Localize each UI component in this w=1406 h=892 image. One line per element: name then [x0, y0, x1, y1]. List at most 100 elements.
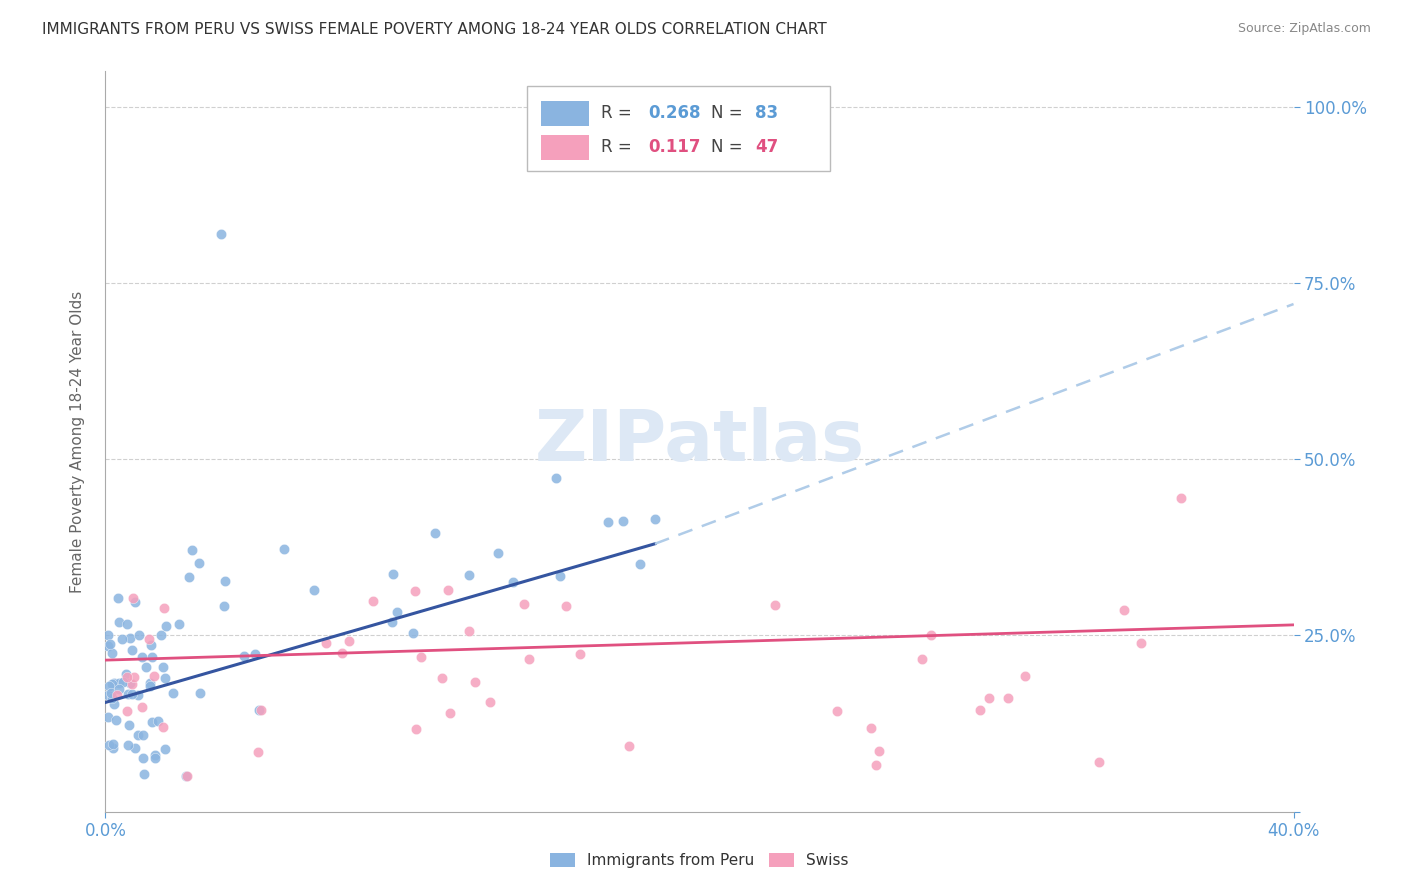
Point [439, 706, 461, 720]
Point [131, 699, 153, 714]
Point [387, 605, 409, 619]
Point [188, 556, 211, 570]
Point [153, 742, 176, 756]
Point [859, 722, 882, 736]
Point [177, 570, 200, 584]
Point [108, 675, 131, 690]
Point [617, 739, 640, 753]
Point [188, 686, 211, 700]
Point [121, 643, 143, 657]
Point [115, 670, 138, 684]
Point [118, 676, 141, 690]
Point [98, 637, 121, 651]
Point [117, 616, 139, 631]
Point [405, 723, 427, 737]
Point [969, 703, 991, 717]
Point [107, 591, 129, 606]
Text: ZIPatlas: ZIPatlas [534, 407, 865, 476]
Point [457, 624, 479, 638]
Point [868, 744, 890, 758]
Point [97, 710, 120, 724]
Point [457, 567, 479, 582]
Point [544, 471, 567, 485]
Point [425, 526, 447, 541]
Point [132, 728, 155, 742]
Point [150, 628, 173, 642]
Point [146, 714, 169, 729]
Point [155, 619, 177, 633]
Point [1088, 755, 1111, 769]
Point [153, 600, 176, 615]
Point [141, 638, 163, 652]
Point [105, 688, 128, 702]
Point [124, 741, 146, 756]
Point [1112, 603, 1135, 617]
Point [246, 745, 269, 759]
Point [132, 767, 155, 781]
Point [128, 628, 150, 642]
Point [363, 593, 385, 607]
Point [548, 569, 571, 583]
Point [644, 512, 666, 526]
Point [111, 632, 134, 647]
Point [132, 751, 155, 765]
Point [517, 651, 540, 665]
Point [138, 679, 160, 693]
Text: N =: N = [711, 138, 748, 156]
Point [131, 649, 153, 664]
Point [117, 687, 139, 701]
Point [997, 691, 1019, 706]
Point [437, 582, 460, 597]
Point [101, 738, 124, 752]
Y-axis label: Female Poverty Among 18-24 Year Olds: Female Poverty Among 18-24 Year Olds [70, 291, 84, 592]
Point [143, 748, 166, 763]
Point [479, 694, 502, 708]
Point [430, 672, 453, 686]
Point [555, 599, 578, 614]
Text: R =: R = [600, 104, 637, 122]
Point [174, 769, 197, 783]
Point [142, 669, 165, 683]
Point [315, 636, 337, 650]
FancyBboxPatch shape [541, 101, 589, 126]
Point [209, 227, 232, 241]
Point [247, 703, 270, 717]
Point [330, 646, 353, 660]
Point [214, 599, 236, 613]
Point [233, 649, 256, 664]
Point [214, 574, 236, 588]
Point [105, 713, 128, 727]
Point [411, 650, 433, 665]
Point [103, 697, 125, 711]
Point [381, 566, 404, 581]
Point [502, 575, 524, 590]
Point [273, 542, 295, 557]
Point [118, 717, 141, 731]
Point [117, 739, 139, 753]
Point [101, 690, 124, 705]
Point [122, 670, 145, 684]
Point [598, 516, 620, 530]
Point [127, 728, 149, 742]
Point [115, 704, 138, 718]
Point [120, 632, 142, 646]
Point [139, 676, 162, 690]
Point [98, 738, 121, 752]
Point [141, 714, 163, 729]
Text: Source: ZipAtlas.com: Source: ZipAtlas.com [1237, 22, 1371, 36]
Point [108, 682, 131, 697]
Point [115, 667, 138, 681]
Point [152, 660, 174, 674]
Point [97, 688, 120, 702]
Point [162, 686, 184, 700]
Point [612, 514, 634, 528]
Point [121, 687, 143, 701]
FancyBboxPatch shape [541, 135, 589, 161]
Point [167, 617, 190, 632]
Point [127, 688, 149, 702]
Point [464, 675, 486, 690]
Point [1014, 669, 1036, 683]
Point [402, 626, 425, 640]
Point [121, 677, 143, 691]
Point [153, 671, 176, 685]
